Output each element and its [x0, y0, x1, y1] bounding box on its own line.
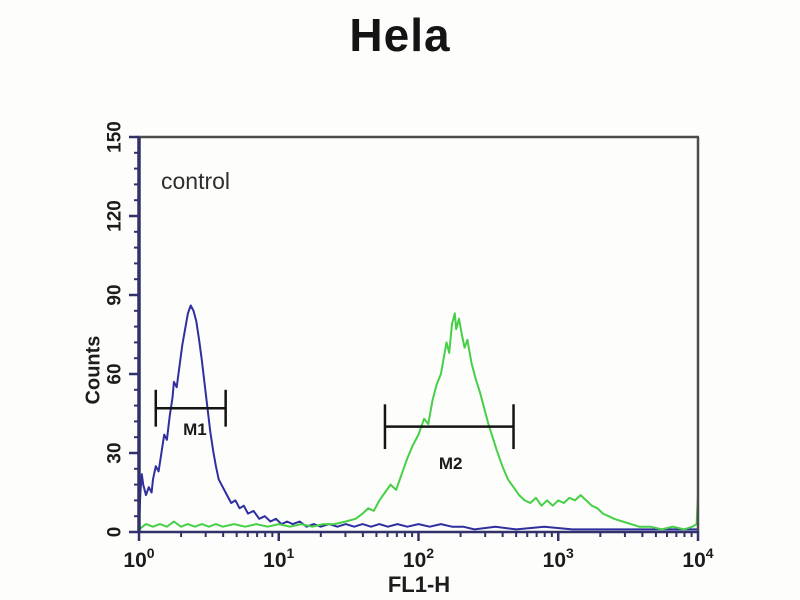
x-tick-labels: 100 101 102 103 104	[123, 545, 713, 572]
x-tick-label-10e2: 102	[403, 545, 434, 572]
gate-marker-M1: M1	[154, 389, 227, 439]
x-axis-title: FL1-H	[387, 572, 451, 597]
x-tick-label-10e0: 100	[123, 545, 154, 572]
plot-annotation-control: control	[161, 168, 231, 194]
y-tick-label-150: 150	[105, 121, 126, 153]
gate-marker-M2: M2	[383, 404, 515, 473]
plot-frame	[137, 135, 700, 534]
y-tick-label-120: 120	[105, 200, 126, 232]
y-tick-label-30: 30	[105, 442, 126, 463]
y-axis-ticks	[129, 135, 139, 534]
y-tick-labels: 0 30 60 90 120 150	[105, 121, 126, 537]
green-sample-curve	[138, 312, 699, 531]
x-tick-label-10e1: 101	[263, 545, 294, 572]
gate-marker-label-M1: M1	[183, 420, 207, 439]
figure-title: Hela	[349, 9, 451, 61]
y-tick-label-90: 90	[105, 284, 126, 305]
x-tick-label-10e3: 103	[543, 545, 574, 572]
x-tick-label-10e4: 104	[682, 545, 713, 572]
gate-marker-label-M2: M2	[439, 454, 463, 473]
y-tick-label-0: 0	[105, 527, 126, 538]
y-tick-label-60: 60	[105, 363, 126, 384]
x-axis-ticks	[137, 532, 700, 541]
blue-control-curve	[138, 304, 699, 531]
